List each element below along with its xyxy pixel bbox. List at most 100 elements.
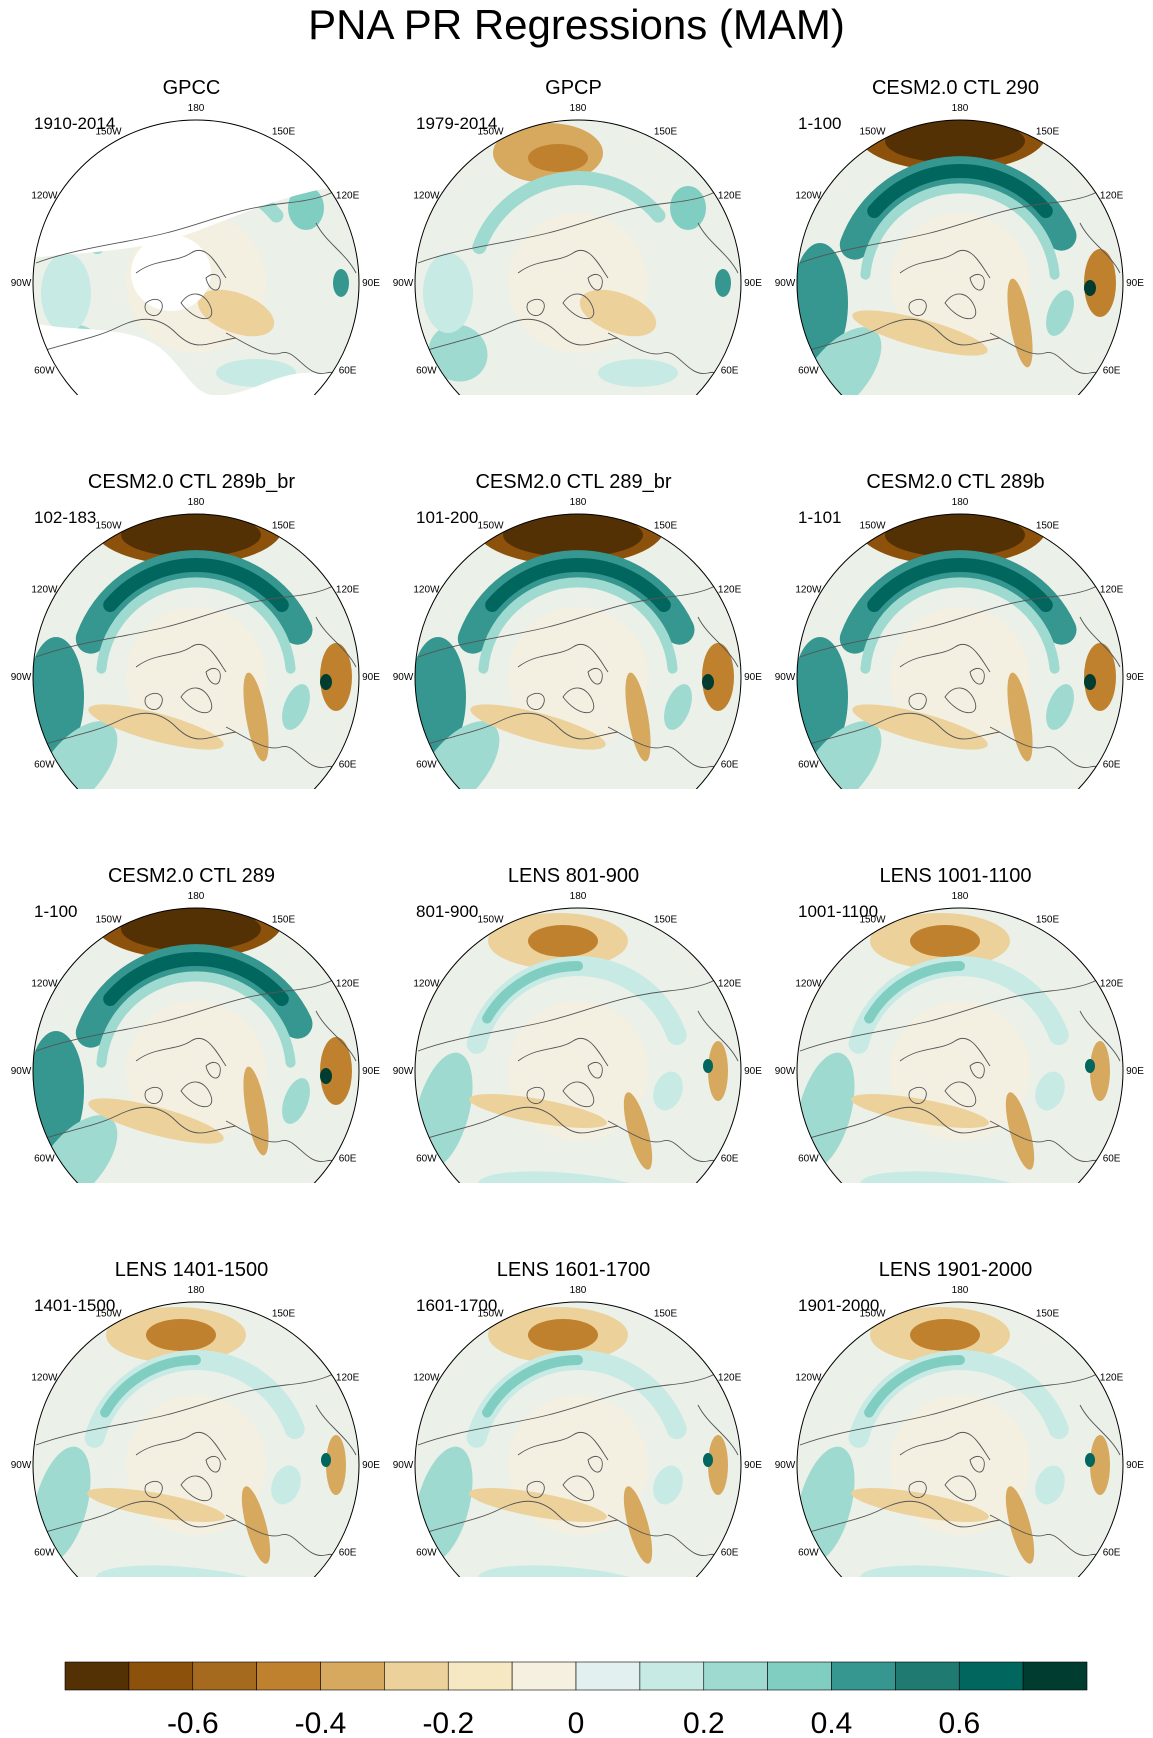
- anomaly-band: [864, 961, 965, 1024]
- anomaly-blob: [1035, 1071, 1065, 1111]
- longitude-label: 60E: [721, 760, 739, 771]
- coastline: [35, 965, 357, 1052]
- longitude-label: 180: [952, 891, 969, 902]
- longitude-label: 120W: [795, 585, 822, 596]
- coastline: [526, 1086, 545, 1104]
- anomaly-blob: [528, 144, 588, 172]
- anomaly-blob: [478, 1171, 658, 1183]
- anomaly-blob: [33, 637, 84, 757]
- coastline: [135, 1432, 227, 1461]
- panel-title: CESM2.0 CTL 289b: [866, 471, 1045, 493]
- anomaly-blob: [416, 721, 500, 789]
- longitude-label: 120E: [718, 1373, 742, 1384]
- longitude-label: 150E: [1036, 1308, 1060, 1319]
- coastline: [526, 692, 545, 710]
- coastline: [180, 1081, 213, 1108]
- map-border: [32, 1301, 360, 1577]
- longitude-label: 150E: [272, 1308, 296, 1319]
- longitude-label: 120E: [1100, 585, 1124, 596]
- map-panel: 180150E120E90E60E30E030W60W90W120W150WCE…: [0, 394, 383, 789]
- longitude-label: 120W: [31, 585, 58, 596]
- anomaly-blob: [625, 672, 651, 762]
- coastline: [35, 571, 357, 658]
- longitude-label: 90W: [775, 278, 796, 289]
- longitude-label: 60W: [798, 1154, 819, 1165]
- panel-title: GPCP: [545, 77, 602, 99]
- map-panel: 180150E120E90E60E30E030W60W90W120W150WLE…: [382, 1182, 765, 1577]
- coastline: [180, 687, 213, 714]
- polar-map: 180150E120E90E60E30E030W60W90W120W150W: [393, 1285, 762, 1577]
- anomaly-band: [482, 1355, 583, 1418]
- longitude-label: 150W: [477, 126, 504, 137]
- colorbar-swatch: [703, 1661, 768, 1691]
- coastline: [697, 222, 739, 274]
- anomaly-blob: [798, 327, 882, 395]
- coastline: [417, 712, 619, 748]
- longitude-label: 150W: [859, 914, 886, 925]
- coastline: [562, 687, 595, 714]
- longitude-label: 150W: [859, 126, 886, 137]
- map-panel: 180150E120E90E60E30E030W60W90W120W150WLE…: [382, 788, 765, 1183]
- coastline: [517, 250, 609, 279]
- panel-title: CESM2.0 CTL 290: [871, 77, 1040, 99]
- longitude-label: 120E: [1100, 979, 1124, 990]
- coastline: [799, 965, 1121, 1052]
- longitude-label: 150E: [272, 914, 296, 925]
- anomaly-blob: [910, 925, 980, 957]
- map-border: [796, 1301, 1124, 1577]
- longitude-label: 120E: [718, 585, 742, 596]
- coastline: [697, 1404, 739, 1456]
- ocean-mask: [131, 235, 211, 311]
- anomaly-band: [485, 558, 671, 612]
- longitude-label: 90E: [744, 672, 762, 683]
- anomaly-blob: [1090, 1041, 1110, 1101]
- polar-cap: [890, 607, 1030, 747]
- anomaly-blob: [415, 637, 466, 757]
- longitude-label: 60E: [1103, 1154, 1121, 1165]
- colorbar-tick-label: -0.4: [295, 1707, 347, 1738]
- coastline: [799, 571, 1121, 658]
- colorbar-swatch: [958, 1661, 1024, 1691]
- coastline: [587, 1456, 603, 1473]
- coastline: [417, 1106, 619, 1142]
- longitude-label: 90E: [1126, 278, 1144, 289]
- period-label: 1979-2014: [416, 114, 498, 133]
- map-border: [32, 119, 360, 395]
- coastline: [1079, 1010, 1121, 1062]
- anomaly-blob: [333, 269, 349, 297]
- longitude-label: 150W: [95, 1308, 122, 1319]
- anomaly-blob: [798, 721, 882, 789]
- longitude-label: 150E: [1036, 520, 1060, 531]
- colorbar-tick-label: 0: [568, 1707, 585, 1738]
- polar-map: 180150E120E90E60E30E030W60W90W120W150W: [393, 891, 762, 1183]
- map-panel: 180150E120E90E60E30E030W60W90W120W150WGP…: [0, 0, 383, 395]
- coastline: [205, 1062, 221, 1079]
- longitude-label: 120E: [1100, 191, 1124, 202]
- coastline: [697, 616, 739, 668]
- polar-cap: [890, 213, 1030, 353]
- longitude-label: 90E: [1126, 1460, 1144, 1471]
- longitude-label: 120E: [718, 979, 742, 990]
- anomaly-blob: [1005, 1092, 1035, 1170]
- coastline: [899, 1038, 991, 1067]
- coastline: [417, 965, 739, 1052]
- longitude-label: 120W: [31, 979, 58, 990]
- coastline: [969, 668, 985, 685]
- coastline: [144, 692, 163, 710]
- longitude-label: 90E: [744, 1460, 762, 1471]
- longitude-label: 60E: [1103, 366, 1121, 377]
- colorbar-swatch: [320, 1661, 385, 1691]
- map-border: [414, 119, 742, 395]
- longitude-label: 150W: [95, 126, 122, 137]
- coastline: [899, 1432, 991, 1461]
- anomaly-blob: [703, 1059, 713, 1073]
- anomaly-blob: [320, 1037, 352, 1105]
- period-label: 1901-2000: [798, 1296, 880, 1315]
- colorbar-swatch: [192, 1661, 257, 1691]
- longitude-label: 180: [188, 891, 205, 902]
- anomaly-blob: [241, 1486, 271, 1564]
- anomaly-band: [482, 961, 583, 1024]
- map-border: [32, 513, 360, 789]
- longitude-label: 90W: [393, 1066, 414, 1077]
- anomaly-blob: [885, 120, 1025, 163]
